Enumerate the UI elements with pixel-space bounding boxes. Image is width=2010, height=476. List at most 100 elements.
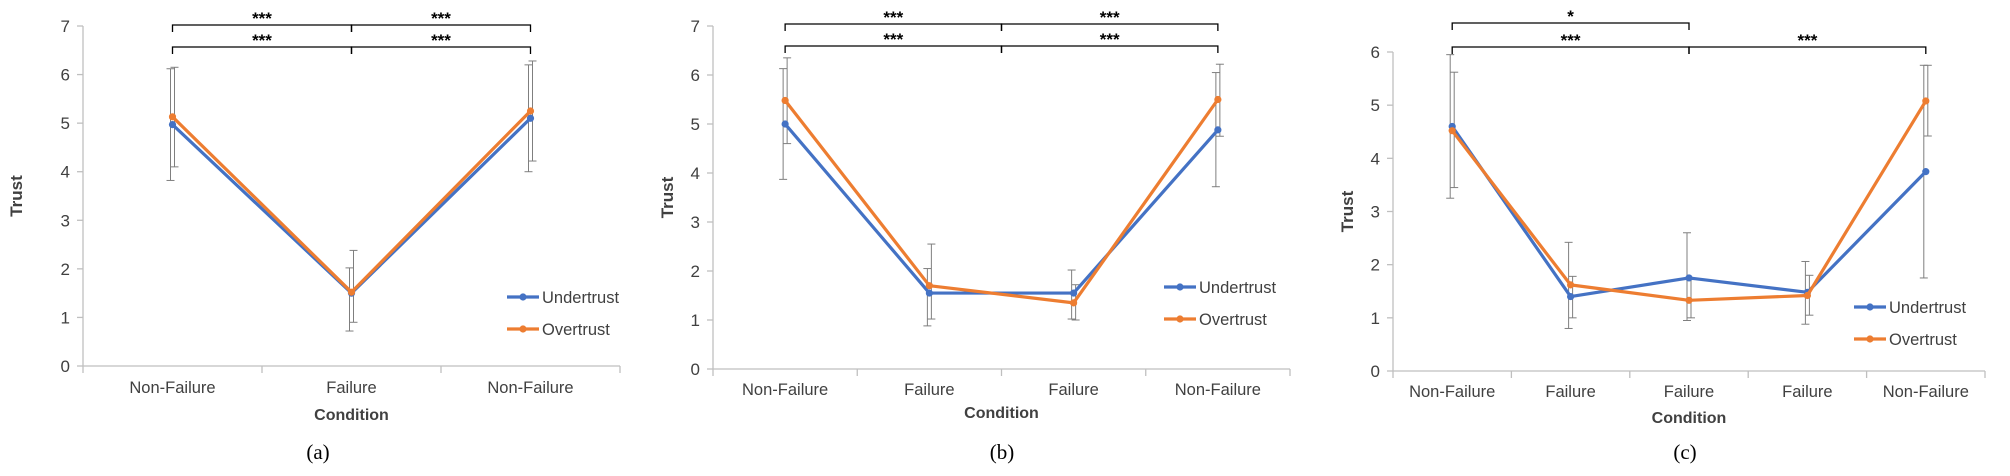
data-point-overtrust <box>925 282 933 290</box>
series-line-undertrust <box>171 117 532 295</box>
series-line-undertrust <box>783 122 1220 295</box>
data-point-undertrust <box>1214 126 1222 134</box>
y-tick-label: 2 <box>1371 256 1380 275</box>
x-tick-label: Non-Failure <box>1409 383 1495 401</box>
x-axis-title: Condition <box>964 405 1039 422</box>
legend-swatch-marker <box>1176 315 1184 323</box>
series-line-overtrust <box>783 98 1220 305</box>
chart-a-svg: 0 1 2 3 4 5 6 7 Non-Failure Failure Non-Failure Con… <box>7 9 621 464</box>
data-point-overtrust <box>1214 95 1222 104</box>
significance-bracket <box>1000 45 1219 53</box>
significance-label: *** <box>252 31 272 50</box>
significance-bracket <box>1451 22 1690 30</box>
x-tick-label: Failure <box>1782 383 1832 401</box>
data-point-overtrust <box>1685 296 1693 304</box>
chart-panel-a: 0 1 2 3 4 5 6 7 Non-Failure Failure Non-Failure Con… <box>0 0 650 476</box>
data-point-overtrust <box>1567 281 1575 289</box>
panel-caption: (c) <box>1673 440 1696 464</box>
y-tick-label: 5 <box>1371 96 1380 115</box>
data-point-overtrust <box>526 107 535 115</box>
y-tick-label: 7 <box>61 17 70 36</box>
y-tick-label: 2 <box>61 260 70 279</box>
y-tick-label: 4 <box>691 164 700 183</box>
data-point-overtrust <box>1803 291 1811 300</box>
legend-swatch-marker <box>1176 283 1184 291</box>
data-point-overtrust <box>781 96 789 105</box>
x-axis-title: Condition <box>1652 410 1727 427</box>
data-point-undertrust <box>526 114 535 122</box>
significance-label: *** <box>883 8 903 27</box>
x-tick-label: Non-Failure <box>129 379 215 397</box>
significance-label: *** <box>1100 8 1120 27</box>
data-point-overtrust <box>1922 97 1930 105</box>
data-point-overtrust <box>347 288 356 296</box>
y-tick-label: 0 <box>1371 362 1380 381</box>
chart-panel-b: 0 1 2 3 4 5 6 7 Non-Failure Failure Failure Non-Fai… <box>650 0 1320 476</box>
y-axis-title: Trust <box>1338 190 1357 232</box>
y-tick-label: 4 <box>1371 149 1380 168</box>
legend-entry: Overtrust <box>542 321 610 339</box>
data-point-undertrust <box>1922 168 1930 176</box>
y-tick-label: 4 <box>61 163 70 182</box>
x-tick-label: Failure <box>1048 381 1098 399</box>
y-axis-title: Trust <box>658 176 677 218</box>
data-point-overtrust <box>168 113 177 121</box>
data-point-undertrust <box>1685 274 1693 282</box>
chart-b-svg: 0 1 2 3 4 5 6 7 Non-Failure Failure Failure Non-Fai… <box>658 8 1291 464</box>
significance-label: *** <box>1561 31 1581 50</box>
significance-bracket <box>1688 46 1927 54</box>
significance-bracket <box>1000 23 1219 31</box>
x-tick-label: Non-Failure <box>742 381 828 399</box>
significance-label: *** <box>1797 31 1817 50</box>
y-tick-label: 3 <box>691 213 700 232</box>
legend-swatch-marker <box>519 293 527 301</box>
y-tick-label: 6 <box>61 66 70 85</box>
x-tick-label: Failure <box>1545 383 1595 401</box>
y-tick-label: 0 <box>691 360 700 379</box>
y-tick-label: 5 <box>691 115 700 134</box>
x-tick-label: Non-Failure <box>1883 383 1969 401</box>
significance-bracket <box>350 24 532 32</box>
data-point-undertrust <box>168 121 177 129</box>
significance-label: *** <box>431 31 451 50</box>
series-line-overtrust <box>171 109 532 294</box>
data-point-undertrust <box>1070 289 1078 297</box>
data-point-undertrust <box>925 289 933 297</box>
significance-label: * <box>1567 7 1574 26</box>
legend-swatch-marker <box>1866 303 1874 311</box>
data-point-undertrust <box>781 120 789 128</box>
significance-label: *** <box>883 30 903 49</box>
legend-swatch-marker <box>1866 335 1874 343</box>
legend-swatch-marker <box>519 325 527 333</box>
y-tick-label: 1 <box>691 311 700 330</box>
y-tick-label: 6 <box>1371 43 1380 62</box>
series-line-undertrust <box>1450 125 1927 299</box>
y-axis-title: Trust <box>7 175 26 217</box>
data-point-overtrust <box>1448 127 1456 135</box>
data-point-overtrust <box>1070 299 1078 307</box>
y-tick-label: 3 <box>61 211 70 230</box>
y-tick-label: 3 <box>1371 203 1380 222</box>
panel-caption: (a) <box>306 440 329 464</box>
significance-label: *** <box>252 9 272 28</box>
significance-bracket <box>350 46 532 54</box>
x-tick-label: Failure <box>326 379 376 397</box>
y-tick-label: 5 <box>61 114 70 133</box>
y-tick-label: 1 <box>1371 309 1380 328</box>
legend-entry: Overtrust <box>1199 311 1267 329</box>
x-tick-label: Non-Failure <box>1175 381 1261 399</box>
x-tick-label: Non-Failure <box>487 379 573 397</box>
x-axis-title: Condition <box>314 407 389 424</box>
chart-c-svg: 0 1 2 3 4 5 6 Non-Failure Failure Failure Failure N… <box>1338 7 1986 464</box>
series-line-overtrust <box>1450 100 1928 302</box>
panel-caption: (b) <box>990 440 1015 464</box>
x-tick-label: Failure <box>904 381 954 399</box>
significance-label: *** <box>431 9 451 28</box>
legend-entry: Undertrust <box>1199 279 1276 297</box>
y-tick-label: 2 <box>691 262 700 281</box>
significance-label: *** <box>1100 30 1120 49</box>
legend-entry: Overtrust <box>1889 331 1957 349</box>
y-tick-label: 7 <box>691 17 700 36</box>
legend-entry: Undertrust <box>1889 299 1966 317</box>
x-tick-label: Failure <box>1664 383 1714 401</box>
